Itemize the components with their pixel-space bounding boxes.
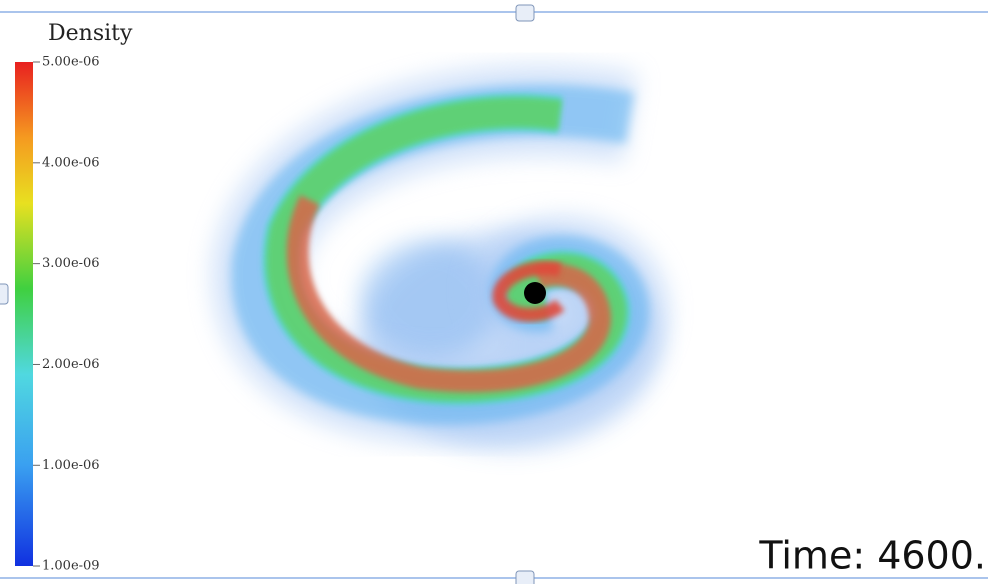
- tick-label: 5.00e-06: [42, 55, 100, 70]
- resize-handle[interactable]: [516, 5, 534, 21]
- colorbar-title: Density: [48, 21, 133, 46]
- viewport: Density 5.00e-06 4.00e-06 3.00e-06 2.00e-06…: [0, 0, 988, 584]
- tick-label: 1.00e-09: [42, 559, 100, 574]
- time-label: Time: 4600.: [758, 534, 986, 578]
- resize-handle[interactable]: [0, 284, 8, 304]
- colorbar: [15, 62, 33, 566]
- tick-label: 2.00e-06: [42, 357, 100, 372]
- colorbar-ticks: 5.00e-06 4.00e-06 3.00e-06 2.00e-06 1.00e-06…: [33, 55, 100, 574]
- resize-handle[interactable]: [516, 571, 534, 584]
- tick-label: 1.00e-06: [42, 458, 100, 473]
- tick-label: 3.00e-06: [42, 256, 100, 271]
- page: Density 5.00e-06 4.00e-06 3.00e-06 2.00e-06…: [0, 0, 988, 584]
- density-render: [257, 110, 660, 450]
- tick-label: 4.00e-06: [42, 155, 100, 170]
